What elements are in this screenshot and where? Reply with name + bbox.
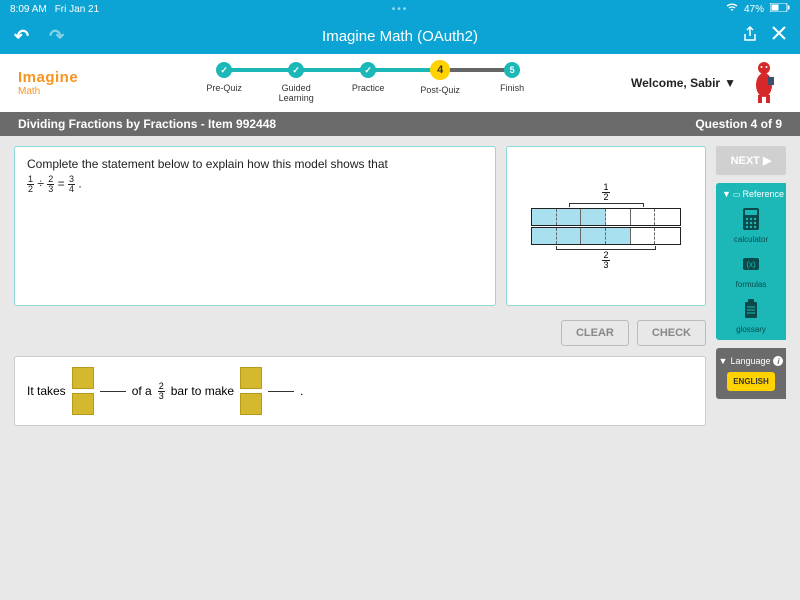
model-panel: 12 [506,146,706,306]
battery-icon [770,3,790,15]
check-button[interactable]: CHECK [637,320,706,346]
reference-panel: ▼▭Reference calculator (x) formulas glos… [716,183,786,340]
status-time: 8:09 AM [10,4,47,15]
answer-tile[interactable] [72,393,94,415]
welcome[interactable]: Welcome, Sabir ▼ [631,76,736,90]
step-postquiz: 4 [430,60,450,80]
answer-t2: of a [132,384,152,398]
question-counter: Question 4 of 9 [695,117,782,131]
language-panel: ▼Languagei ENGLISH [716,348,786,399]
answer-panel: It takes of a 23 bar to make . [14,356,706,426]
lang-collapse-icon[interactable]: ▼ [719,356,728,366]
lang-header: Language [730,356,770,366]
lesson-bar: Dividing Fractions by Fractions - Item 9… [0,112,800,136]
step-finish: 5 [504,62,520,78]
answer-tile[interactable] [72,367,94,389]
answer-t4: . [300,384,303,398]
glossary-icon [739,295,763,323]
logo-top: Imagine [18,69,78,86]
step-practice: ✓ [360,62,376,78]
glossary-tool[interactable]: glossary [736,295,766,334]
ref-header-label: Reference [742,189,784,199]
question-prompt: Complete the statement below to explain … [27,157,483,171]
step-prequiz: ✓ [216,62,232,78]
question-panel: Complete the statement below to explain … [14,146,496,306]
battery-pct: 47% [744,4,764,15]
formulas-tool[interactable]: (x) formulas [736,250,767,289]
next-button[interactable]: NEXT ▶ [716,146,786,175]
status-date: Fri Jan 21 [55,4,99,15]
answer-tile[interactable] [240,367,262,389]
close-icon[interactable] [772,26,786,47]
status-bar: 8:09 AM Fri Jan 21 ••• 47% [0,0,800,18]
logo: Imagine Math [18,69,78,97]
share-icon[interactable] [742,26,758,47]
formulas-icon: (x) [739,250,763,278]
multitask-dots: ••• [392,4,409,15]
ref-collapse-icon[interactable]: ▼ [722,189,731,199]
app-bar: ↶ ↷ Imagine Math (OAuth2) [0,18,800,54]
wifi-icon [726,3,738,15]
back-icon[interactable]: ↶ [14,26,29,47]
dropdown-icon: ▼ [724,76,736,90]
answer-t1: It takes [27,384,66,398]
clear-button[interactable]: CLEAR [561,320,629,346]
svg-text:(x): (x) [746,260,756,269]
welcome-text: Welcome, Sabir [631,76,720,90]
step-guided: ✓ [288,62,304,78]
avatar [746,59,782,108]
progress-stepper: ✓Pre-Quiz ✓Guided Learning ✓Practice 4Po… [188,62,548,104]
answer-blank[interactable] [100,391,126,392]
forward-icon[interactable]: ↷ [49,26,64,47]
header: Imagine Math ✓Pre-Quiz ✓Guided Learning … [0,54,800,112]
answer-tile[interactable] [240,393,262,415]
answer-blank[interactable] [268,391,294,392]
calculator-tool[interactable]: calculator [734,205,768,244]
lesson-title: Dividing Fractions by Fractions - Item 9… [18,117,276,131]
answer-t3: bar to make [171,384,234,398]
calculator-icon [739,205,763,233]
info-icon[interactable]: i [773,356,783,366]
language-button[interactable]: ENGLISH [727,372,775,391]
logo-bottom: Math [18,86,78,97]
app-title: Imagine Math (OAuth2) [322,28,478,45]
